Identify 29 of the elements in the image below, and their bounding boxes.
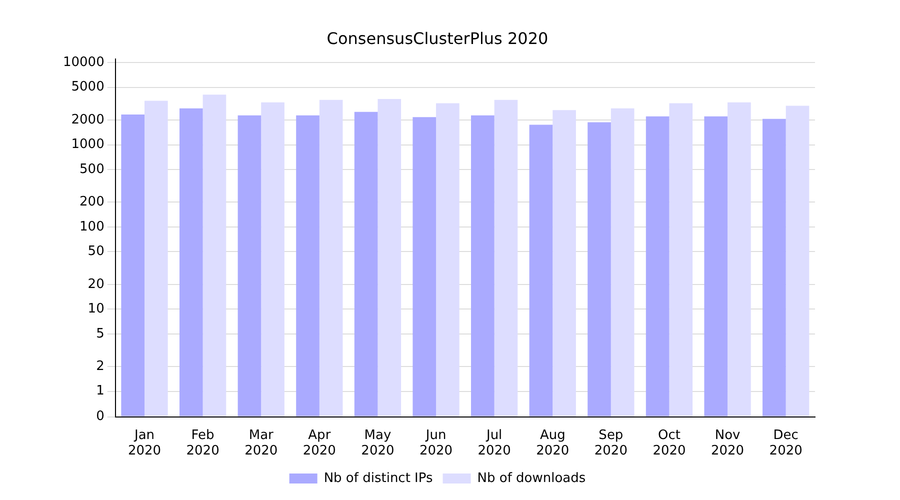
x-tick-label: Dec 2020 xyxy=(769,428,802,459)
y-tick-label: 1000 xyxy=(71,137,104,152)
x-tick-label: Feb 2020 xyxy=(186,428,220,459)
x-tick-label: Oct 2020 xyxy=(652,428,686,459)
x-tick-label: Aug 2020 xyxy=(536,428,570,459)
y-tick-label: 1 xyxy=(96,384,104,399)
y-tick-label: 5000 xyxy=(71,80,104,95)
y-tick-label: 10 xyxy=(88,302,104,317)
x-tick-label: May 2020 xyxy=(361,428,394,459)
y-tick-label: 50 xyxy=(88,244,104,260)
legend-label: Nb of downloads xyxy=(477,470,586,486)
y-tick-label: 5 xyxy=(96,326,104,342)
x-tick-label: Jan 2020 xyxy=(128,428,162,459)
x-tick-label: Nov 2020 xyxy=(710,428,744,459)
y-tick-label: 200 xyxy=(80,194,104,210)
y-tick-label: 2 xyxy=(96,358,104,374)
y-tick-label: 0 xyxy=(96,409,104,424)
y-tick-label: 500 xyxy=(80,162,104,177)
chart-title: ConsensusClusterPlus 2020 xyxy=(326,28,548,48)
x-tick-label: Mar 2020 xyxy=(244,428,278,459)
y-tick-label: 10000 xyxy=(62,54,104,70)
y-tick-label: 100 xyxy=(80,219,104,234)
y-tick-label: 20 xyxy=(88,276,104,292)
legend-label: Nb of distinct IPs xyxy=(324,470,433,486)
x-tick-label: Sep 2020 xyxy=(594,428,628,459)
y-tick-label: 2000 xyxy=(71,112,104,128)
x-tick-label: Apr 2020 xyxy=(302,428,336,459)
x-tick-label: Jul 2020 xyxy=(478,428,511,459)
x-tick-label: Jun 2020 xyxy=(419,428,453,459)
